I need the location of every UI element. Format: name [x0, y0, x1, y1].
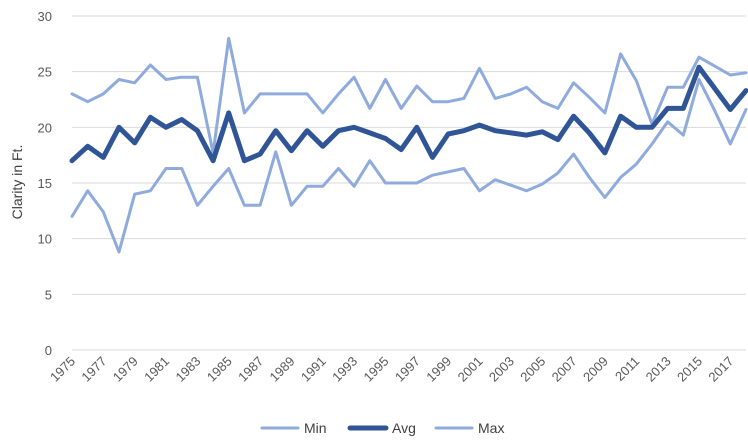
legend: Min Avg Max	[260, 420, 504, 436]
x-tick-label: 2015	[674, 354, 705, 385]
legend-label-max: Max	[478, 420, 504, 436]
x-tick-label: 1991	[298, 354, 329, 385]
x-tick-label: 2003	[486, 354, 517, 385]
x-tick-label: 2009	[580, 354, 611, 385]
x-tick-label: 1999	[423, 354, 454, 385]
y-axis-title: Clarity in Ft.	[9, 145, 25, 220]
legend-label-min: Min	[304, 420, 327, 436]
series-line-max	[70, 36, 748, 155]
x-tick-label: 2011	[612, 354, 642, 384]
x-tick-label: 1989	[267, 354, 298, 385]
x-tick-label: 2013	[643, 354, 674, 385]
x-tick-label: 2005	[517, 354, 548, 385]
x-tick-label: 1977	[78, 354, 109, 385]
y-tick-label: 20	[38, 120, 52, 135]
y-axis-ticks: 0 5 10 15 20 25 30	[38, 9, 52, 358]
x-tick-label: 1979	[110, 354, 141, 385]
x-tick-label: 1997	[392, 354, 423, 385]
y-tick-label: 25	[38, 65, 52, 80]
x-tick-label: 1983	[172, 354, 203, 385]
x-axis-ticks: 1975 1977 1979 1981 1983 1985 1987 1989 1991 1993…	[47, 354, 736, 385]
x-tick-label: 1981	[141, 354, 172, 385]
series-line-min	[70, 78, 748, 254]
x-tick-label: 1993	[329, 354, 360, 385]
x-tick-label: 1985	[204, 354, 235, 385]
y-tick-label: 10	[38, 232, 52, 247]
y-tick-label: 5	[45, 287, 52, 302]
series-lines	[69, 36, 748, 254]
x-tick-label: 1995	[361, 354, 392, 385]
x-tick-label: 1975	[47, 354, 78, 385]
y-tick-label: 0	[45, 343, 52, 358]
y-tick-label: 15	[38, 176, 52, 191]
x-tick-label: 1987	[235, 354, 266, 385]
legend-label-avg: Avg	[392, 420, 416, 436]
x-tick-label: 2017	[705, 354, 736, 385]
series-line-avg	[69, 64, 748, 164]
x-tick-label: 2001	[455, 354, 486, 385]
x-tick-label: 2007	[549, 354, 580, 385]
y-tick-label: 30	[38, 9, 52, 24]
